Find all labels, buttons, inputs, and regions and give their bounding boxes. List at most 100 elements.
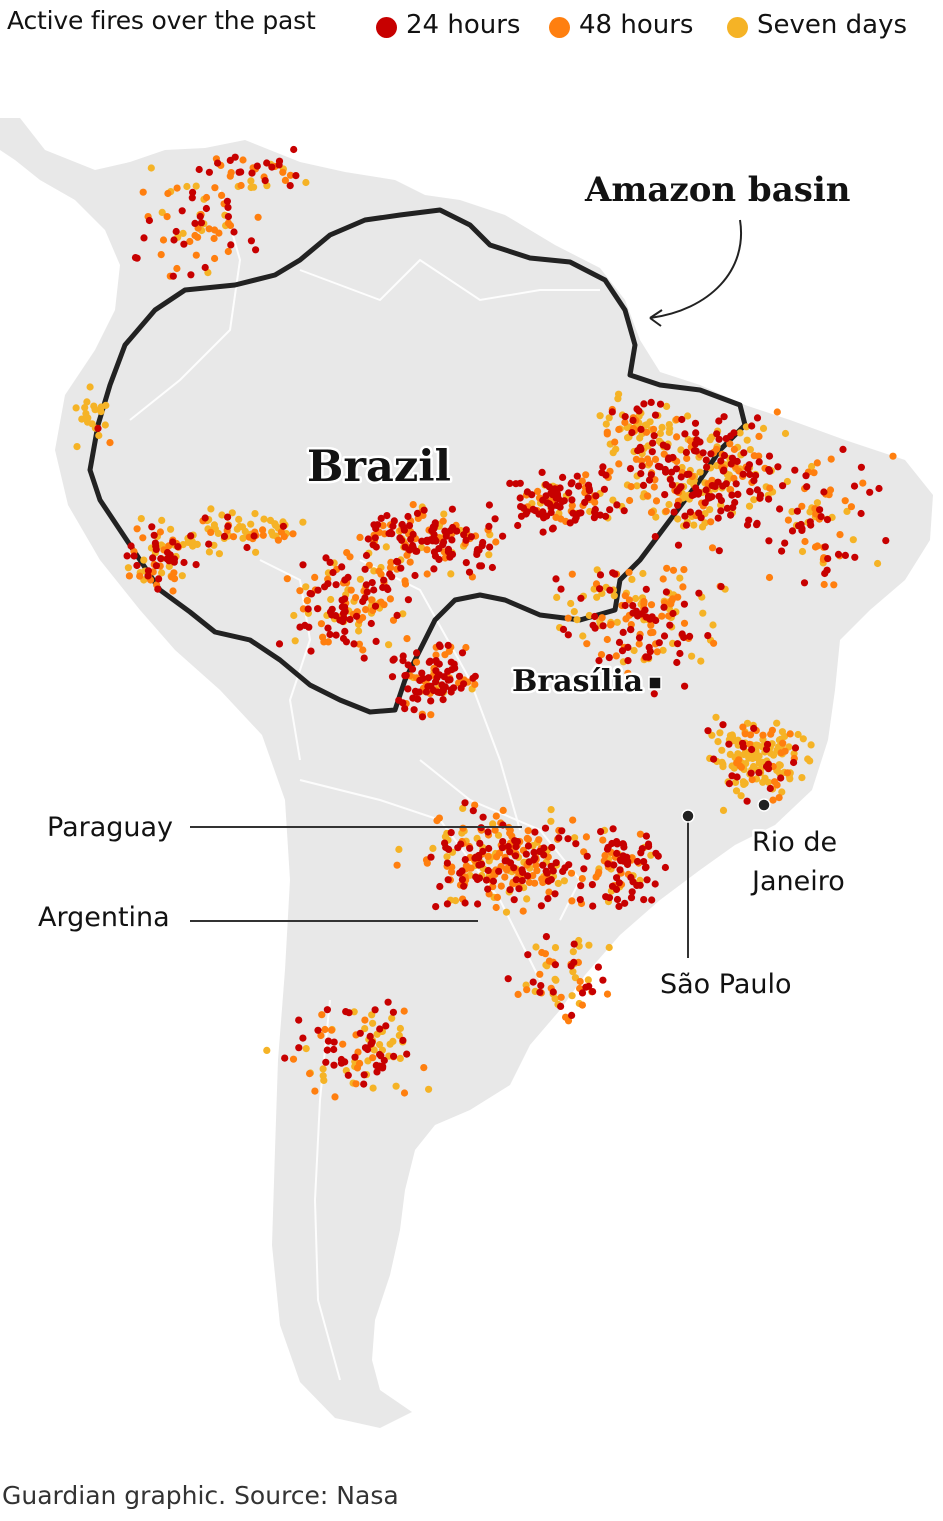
fire-dot-seven-days: [567, 599, 575, 608]
fire-dot-24-hours: [633, 405, 641, 413]
fire-dot-seven-days: [485, 551, 493, 559]
fire-dot-48-hours: [649, 628, 657, 637]
fire-dot-24-hours: [420, 506, 428, 514]
fire-dot-seven-days: [718, 746, 726, 754]
fire-dot-seven-days: [570, 608, 578, 616]
fire-dot-24-hours: [765, 495, 773, 503]
fire-dot-24-hours: [127, 542, 135, 550]
fire-dot-24-hours: [140, 234, 148, 242]
fire-dot-24-hours: [149, 554, 157, 562]
fire-dot-24-hours: [629, 602, 637, 610]
fire-dot-48-hours: [746, 731, 755, 739]
fire-dot-seven-days: [396, 1024, 404, 1033]
fire-dot-24-hours: [704, 632, 712, 640]
fire-dot-24-hours: [432, 537, 440, 545]
fire-dot-seven-days: [696, 468, 704, 476]
fire-dot-48-hours: [296, 587, 304, 595]
fire-dot-seven-days: [73, 443, 81, 451]
fire-dot-48-hours: [730, 474, 738, 482]
fire-dot-48-hours: [739, 723, 747, 731]
fire-dot-24-hours: [157, 555, 165, 563]
fire-dot-seven-days: [158, 569, 166, 577]
fire-dot-seven-days: [86, 383, 94, 391]
fire-dot-24-hours: [565, 489, 573, 497]
fire-dot-seven-days: [596, 412, 604, 420]
fire-dot-24-hours: [299, 1034, 307, 1042]
fire-dot-seven-days: [642, 421, 651, 429]
fire-dot-24-hours: [732, 480, 740, 488]
fire-dot-seven-days: [147, 164, 155, 172]
fire-dot-48-hours: [471, 801, 479, 809]
fire-dot-24-hours: [619, 628, 627, 637]
fire-dot-24-hours: [427, 697, 435, 705]
fire-dot-24-hours: [755, 769, 763, 777]
fire-dot-24-hours: [577, 594, 585, 602]
fire-dot-seven-days: [417, 543, 426, 552]
fire-dot-24-hours: [791, 744, 800, 752]
fire-dot-24-hours: [693, 436, 701, 444]
fire-dot-seven-days: [299, 518, 307, 526]
fire-dot-seven-days: [742, 423, 751, 431]
fire-dot-48-hours: [192, 251, 200, 259]
fire-dot-24-hours: [367, 1040, 375, 1048]
fire-dot-48-hours: [781, 747, 789, 755]
fire-dot-seven-days: [205, 548, 213, 556]
fire-dot-seven-days: [688, 652, 696, 660]
fire-dot-24-hours: [638, 845, 646, 853]
fire-dot-seven-days: [610, 592, 618, 600]
fire-dot-24-hours: [717, 496, 726, 505]
fire-dot-seven-days: [585, 941, 593, 949]
fire-dot-48-hours: [355, 640, 363, 648]
fire-dot-seven-days: [709, 621, 717, 629]
fire-dot-48-hours: [136, 572, 144, 580]
fire-dot-24-hours: [666, 475, 675, 483]
fire-dot-24-hours: [725, 780, 734, 788]
fire-dot-24-hours: [410, 706, 418, 714]
fire-dot-24-hours: [613, 840, 621, 848]
fire-dot-seven-days: [719, 806, 728, 815]
fire-dot-seven-days: [849, 536, 857, 544]
fire-dot-24-hours: [516, 479, 524, 487]
fire-dot-48-hours: [157, 251, 165, 259]
fire-dot-24-hours: [524, 872, 532, 880]
fire-dot-24-hours: [510, 864, 518, 872]
fire-dot-24-hours: [491, 515, 499, 523]
fire-dot-24-hours: [275, 157, 284, 165]
fire-dot-48-hours: [710, 639, 718, 647]
fire-dot-24-hours: [711, 482, 719, 490]
fire-dot-seven-days: [218, 511, 226, 519]
fire-dot-48-hours: [679, 583, 687, 591]
fire-dot-24-hours: [458, 876, 466, 884]
fire-dot-24-hours: [524, 842, 533, 850]
fire-dot-48-hours: [673, 433, 681, 441]
fire-dot-24-hours: [519, 868, 527, 877]
fire-dot-24-hours: [469, 807, 477, 815]
fire-dot-24-hours: [495, 867, 503, 875]
fire-dot-48-hours: [653, 648, 661, 656]
fire-dot-24-hours: [638, 462, 646, 470]
fire-dot-48-hours: [359, 646, 367, 654]
fire-dot-24-hours: [694, 490, 702, 498]
fire-dot-24-hours: [731, 498, 739, 507]
fire-dot-24-hours: [535, 510, 543, 518]
fire-dot-48-hours: [567, 869, 576, 877]
fire-dot-48-hours: [387, 558, 395, 567]
legend-title: Active fires over the past: [7, 6, 316, 35]
fire-dot-seven-days: [207, 505, 215, 513]
amazon-basin-outline: [87, 207, 748, 715]
fire-dot-seven-days: [392, 1082, 400, 1090]
fire-dot-24-hours: [456, 869, 464, 877]
fire-dot-24-hours: [447, 658, 455, 666]
fire-dot-seven-days: [778, 728, 787, 736]
fire-dot-24-hours: [188, 194, 196, 202]
fire-dot-seven-days: [443, 853, 451, 861]
fire-dot-48-hours: [783, 769, 792, 777]
fire-dot-24-hours: [360, 654, 368, 662]
fire-dot-48-hours: [635, 640, 643, 648]
fire-dot-48-hours: [644, 455, 652, 463]
fire-dot-24-hours: [248, 169, 256, 177]
fire-dot-24-hours: [252, 246, 260, 254]
fire-dot-seven-days: [425, 1085, 433, 1093]
fire-dot-seven-days: [632, 594, 640, 603]
fire-dot-24-hours: [680, 600, 689, 608]
